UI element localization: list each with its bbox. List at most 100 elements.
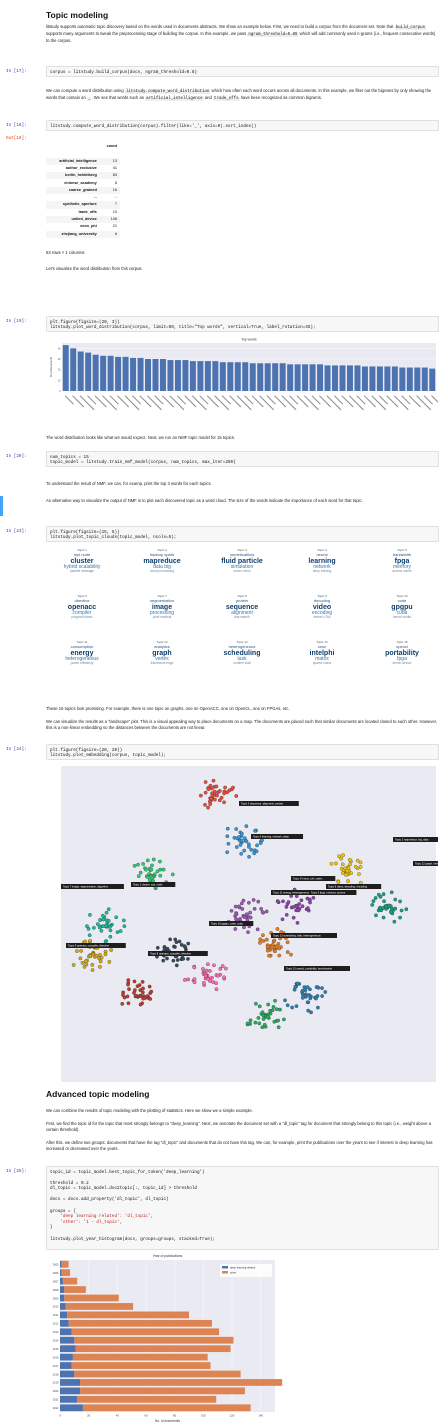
embedding-point: [161, 958, 166, 963]
embedding-point: [233, 904, 238, 909]
bar: [212, 361, 219, 391]
code-cell-17[interactable]: corpus = litstudy.build_corpus(docs, ngr…: [46, 66, 439, 77]
y-tick-label: 2018: [53, 1372, 59, 1376]
bar-other: [80, 1387, 245, 1395]
bar-deep-learning: [60, 1286, 65, 1293]
code-cell-24[interactable]: plt.figure(figsize=(20, 20)) litstudy.pl…: [46, 744, 439, 760]
prompt-23: In [23]:: [6, 529, 27, 534]
embedding-point: [229, 908, 234, 913]
cloud-word: matrix: [315, 655, 329, 662]
y-tick-label: 2006: [53, 1271, 59, 1275]
code-line: litstudy.plot_year_histogram(docs, group…: [50, 1236, 216, 1242]
x-tick-label-placeholder: [423, 395, 433, 405]
embedding-point: [165, 956, 169, 961]
x-tick-label-placeholder: [348, 395, 364, 411]
embedding-point: [148, 997, 153, 1001]
embedding-point: [336, 880, 341, 884]
x-tick-label-placeholder: [64, 395, 74, 405]
cloud-word: compiler: [72, 609, 92, 616]
cloud-word: pixel medical: [152, 615, 172, 620]
intro-paragraph: litstudy supports automatic topic discov…: [46, 24, 438, 44]
code-line: num_topics = 15: [50, 454, 89, 460]
cloud-word: cluster: [70, 557, 94, 565]
intro-text-1: litstudy supports automatic topic discov…: [46, 24, 395, 29]
code-cell-19[interactable]: plt.figure(figsize=(20, 3)) litstudy.plo…: [46, 316, 439, 332]
y-tick-label: 2008: [53, 1288, 59, 1292]
embedding-point: [145, 875, 150, 879]
cloud-word: openacc: [67, 603, 97, 611]
bar: [115, 356, 122, 391]
code-cell-18[interactable]: litstudy.compute_word_distribution(corpu…: [46, 120, 439, 131]
cloud-title: Topic 9: [317, 594, 327, 598]
bar-other: [71, 1328, 220, 1336]
bar-deep-learning: [60, 1404, 83, 1412]
embedding-point: [277, 953, 282, 958]
table-row: zhejiang_university 6: [46, 230, 120, 238]
embedding-point: [121, 918, 126, 923]
y-tick-label: 10: [58, 379, 61, 382]
embedding-point: [115, 930, 120, 934]
code-cell-20[interactable]: num_topics = 15 topic_model = litstudy.t…: [46, 451, 439, 467]
cloud-word: runtime load: [233, 661, 251, 666]
y-tick-label: 2007: [53, 1279, 59, 1283]
embedding-point: [144, 867, 148, 872]
table-row: xeon_phi 21: [46, 223, 120, 230]
prompt-20: In [20]:: [6, 454, 27, 459]
embedding-point: [254, 1001, 258, 1006]
embedding-point: [90, 962, 95, 967]
embedding-point: [71, 963, 76, 967]
bar: [159, 359, 166, 391]
bar: [257, 363, 264, 391]
bar-deep-learning: [60, 1260, 62, 1268]
embedding-point: [276, 1018, 281, 1023]
code-cell-23[interactable]: plt.figure(figsize=(15, 5)) litstudy.plo…: [46, 526, 439, 542]
embedding-point: [212, 963, 216, 968]
bar-deep-learning: [60, 1395, 78, 1403]
cloud-word: bandwidth: [392, 552, 412, 558]
embedding-point: [216, 973, 220, 978]
word-cloud: Topic 14 xeon intelphi matrix sparse cloud: [290, 640, 354, 684]
embedding-point: [248, 915, 253, 920]
bar: [100, 355, 107, 391]
cloud-title: Topic 2: [157, 548, 167, 552]
topic-label-box: [291, 876, 336, 881]
cloud-word: image: [151, 603, 173, 611]
prompt-24: In [24]:: [6, 747, 27, 752]
embedding-point: [283, 998, 287, 1003]
embedding-point: [337, 854, 341, 859]
table-row: author_exclusive 41: [46, 165, 120, 172]
cloud-word: access cache: [392, 569, 412, 574]
code-line: groups = {: [50, 1208, 76, 1214]
prompt-18: In [18]:: [6, 123, 27, 128]
embedding-point: [83, 959, 88, 964]
table-row-label: artificial_intelligence: [59, 158, 97, 163]
embedding-point: [88, 913, 92, 917]
embedding-point: [247, 854, 251, 859]
wd-text-5: have been recognized as common bigrams.: [239, 95, 322, 100]
embedding-point: [284, 905, 289, 909]
embedding-point: [186, 957, 190, 961]
code-cell-25[interactable]: topic_id = topic_model.best_topic_for_to…: [46, 1166, 439, 1250]
bar: [107, 355, 114, 391]
cloud-word: mapreduce: [143, 557, 181, 565]
y-tick-label: 2012: [53, 1322, 59, 1326]
embedding-point: [220, 964, 225, 968]
x-tick-label-placeholder: [117, 395, 130, 408]
embedding-point: [106, 918, 111, 923]
embedding-point: [98, 965, 102, 969]
embedding-point: [75, 949, 79, 953]
x-tick-label-placeholder: [401, 395, 411, 405]
table-cell-count: 41: [112, 165, 117, 170]
cloud-word: protein: [235, 598, 249, 604]
embedding-point: [256, 1016, 261, 1020]
embedding-point: [150, 863, 154, 868]
x-tick-label-placeholder: [408, 395, 421, 408]
cloud-word: data big: [153, 563, 171, 570]
embedding-point: [255, 927, 260, 932]
embedding-point: [320, 994, 324, 998]
embedding-point: [278, 1007, 282, 1012]
cloud-word: deep training: [312, 569, 332, 574]
bar: [287, 364, 294, 391]
embedding-point: [276, 1025, 281, 1030]
embedding-point: [260, 1010, 265, 1015]
